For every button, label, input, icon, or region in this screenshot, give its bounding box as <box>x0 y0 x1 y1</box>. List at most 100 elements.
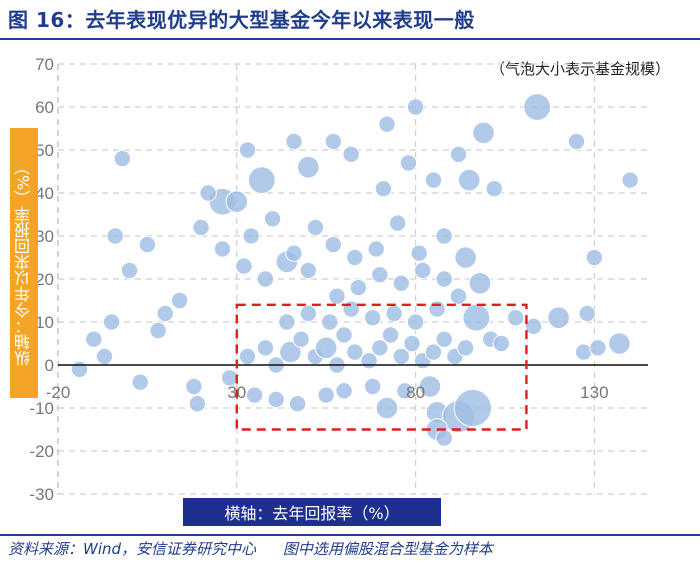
bubble-point <box>462 303 491 332</box>
bubble-point <box>403 334 421 353</box>
bubble-point <box>454 246 477 269</box>
bubble-point <box>453 388 492 428</box>
bubble-point <box>472 121 495 145</box>
bubble-point <box>578 304 596 323</box>
bubble-point <box>256 270 275 288</box>
bubble-point <box>314 336 338 360</box>
bubble-point <box>263 210 282 228</box>
bubble-point <box>317 386 335 404</box>
bubble-point <box>396 382 414 400</box>
bubble-point <box>367 240 385 258</box>
bubble-point <box>547 306 570 330</box>
bubble-point <box>449 287 468 305</box>
bubble-point <box>342 145 360 164</box>
bubble-point <box>418 375 442 398</box>
bubble-point <box>131 373 149 391</box>
bubble-point <box>346 248 364 267</box>
bubble-point <box>621 171 639 189</box>
bubble-point <box>378 115 396 133</box>
bubble-point <box>256 339 275 357</box>
title-underline <box>0 38 700 40</box>
bubble-point <box>328 287 346 305</box>
bubble-point <box>406 98 425 116</box>
bubble-point <box>113 149 132 168</box>
bubble-point <box>424 171 443 189</box>
y-tick-label: 40 <box>35 184 54 203</box>
bubble-point <box>342 300 360 318</box>
y-tick-label: -10 <box>29 399 54 418</box>
y-tick-label: -20 <box>29 442 54 461</box>
bubble-point <box>371 266 389 284</box>
bubble-layer <box>70 93 639 447</box>
bubble-point <box>363 309 382 327</box>
bubble-point <box>242 227 260 245</box>
bubble-point <box>185 377 203 396</box>
bubble-point <box>238 347 257 366</box>
bubble-point <box>170 291 189 310</box>
bubble-point <box>278 313 296 331</box>
bubble-point <box>247 166 276 195</box>
bubble-point <box>149 321 167 340</box>
bubble-point <box>492 334 511 353</box>
bubble-point <box>120 261 139 280</box>
bubble-point <box>435 429 453 447</box>
x-tick-label: -20 <box>46 383 71 402</box>
bubble-point <box>524 317 543 335</box>
bubble-point <box>392 274 410 292</box>
bubble-point <box>188 395 207 413</box>
bubble-point <box>138 235 157 254</box>
bubble-point <box>335 326 353 344</box>
bubble-point <box>485 180 503 198</box>
bubble-point <box>399 154 418 172</box>
bubble-point <box>225 190 249 213</box>
bubble-point <box>346 343 364 361</box>
bubble-point <box>299 304 318 323</box>
bubble-point <box>285 132 303 151</box>
bubble-point <box>456 339 475 357</box>
source-note: 图中选用偏股混合型基金为样本 <box>282 540 493 558</box>
y-tick-label: 10 <box>35 313 54 332</box>
chart-title: 图 16：去年表现优异的大型基金今年以来表现一般 <box>8 8 475 32</box>
y-tick-label: 20 <box>35 270 54 289</box>
bubble-point <box>410 244 428 262</box>
bubble-point <box>106 227 124 245</box>
y-axis-label-box: 纵轴：今年以来回报率（%） <box>10 128 38 398</box>
bubble-point <box>371 339 389 357</box>
bubble-point <box>468 272 492 295</box>
bubble-point <box>324 132 343 151</box>
bubble-point <box>406 313 425 331</box>
bubble-point <box>374 180 393 198</box>
bubble-point <box>589 339 607 357</box>
bubble-point <box>279 340 302 364</box>
y-tick-labels: -30 -20 -10 0 10 20 30 40 50 60 70 <box>29 55 54 504</box>
bubble-point <box>385 304 403 323</box>
bubble-point <box>199 184 217 202</box>
bubble-point <box>324 235 343 254</box>
bubble-point <box>335 382 353 400</box>
bubble-point <box>363 377 382 396</box>
highlight-box-layer <box>235 303 528 431</box>
bubble-point <box>85 330 103 348</box>
bubble-point <box>213 240 232 258</box>
bubble-point <box>192 218 210 237</box>
y-tick-label: -30 <box>29 485 54 504</box>
bubble-point <box>349 278 368 297</box>
bubble-point <box>297 155 320 179</box>
y-tick-label: 0 <box>45 356 54 375</box>
bubble-point <box>238 141 257 159</box>
bubble-point <box>392 347 410 366</box>
y-tick-label: 70 <box>35 55 54 74</box>
bubble-point <box>381 326 400 344</box>
bubble-point <box>299 261 318 280</box>
bubble-point <box>285 244 303 262</box>
bubble-point <box>235 257 253 275</box>
bubble-point <box>435 227 453 245</box>
y-tick-label: 60 <box>35 98 54 117</box>
bubble-point <box>585 248 604 267</box>
grid-lines <box>57 63 648 495</box>
bubble-point <box>608 332 631 355</box>
source-line: 资料来源：Wind，安信证券研究中心 图中选用偏股混合型基金为样本 <box>8 538 515 559</box>
bubble-point <box>424 343 443 361</box>
source-rule <box>0 534 700 536</box>
y-tick-label: 50 <box>35 141 54 160</box>
